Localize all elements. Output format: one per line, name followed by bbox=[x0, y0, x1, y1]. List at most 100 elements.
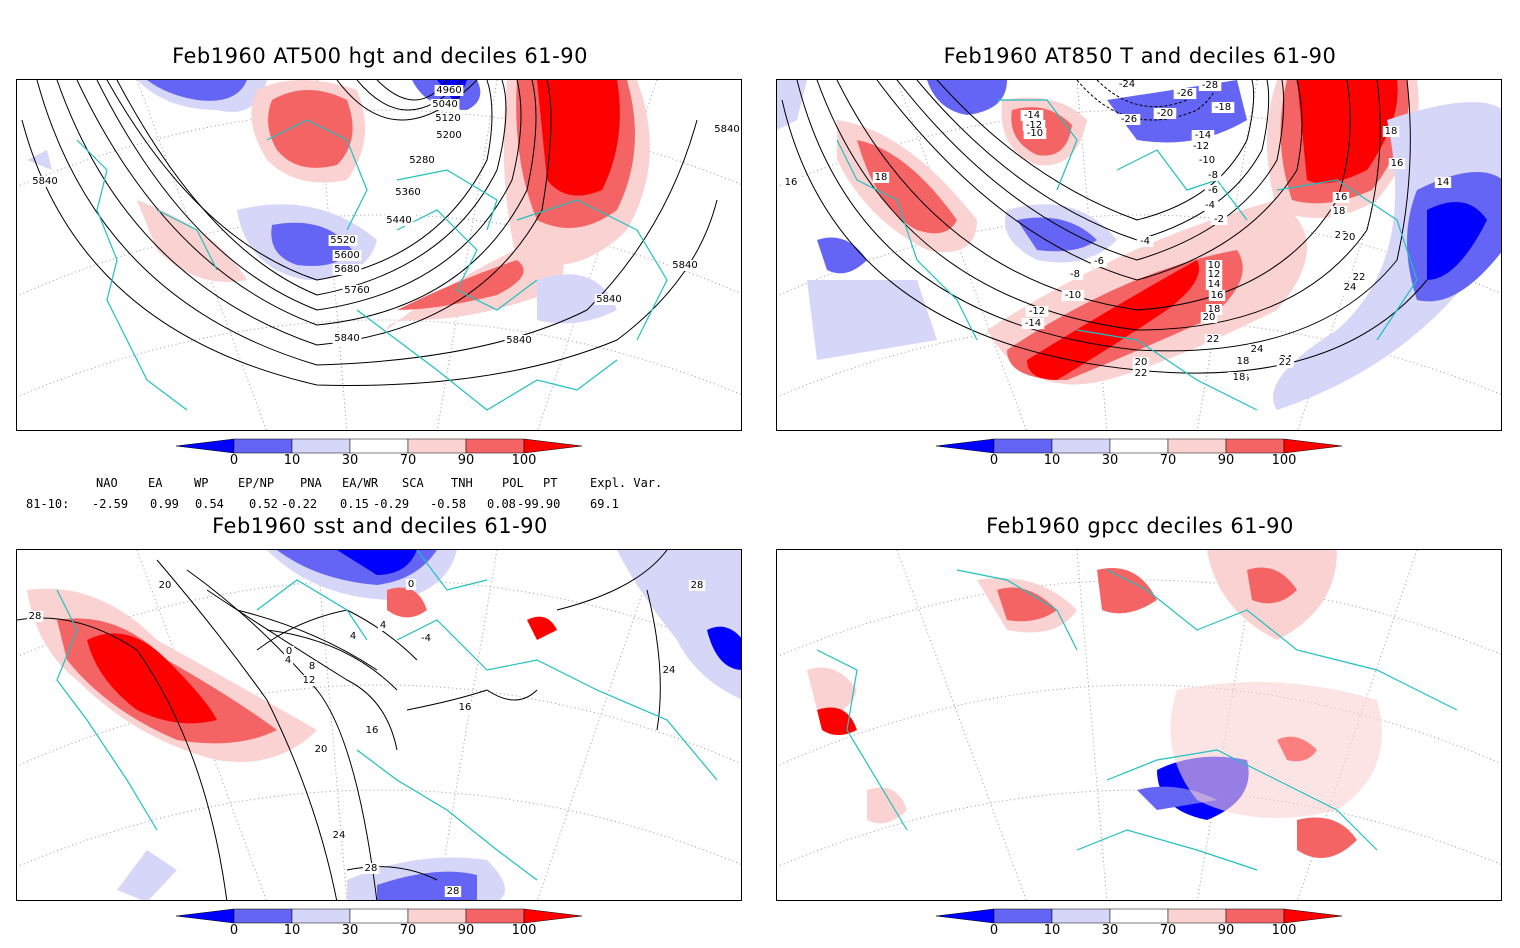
contour-label-bg bbox=[1341, 282, 1359, 293]
contour-label: 22 bbox=[1353, 272, 1366, 283]
contour-label: 5040 bbox=[432, 99, 457, 110]
contour-label-bg bbox=[1022, 120, 1046, 131]
colorbar-tick: 30 bbox=[1101, 453, 1119, 468]
contour-label: 20 bbox=[1203, 312, 1216, 323]
index-value: -0.29 bbox=[373, 497, 410, 511]
contour-label-bg bbox=[456, 702, 474, 713]
contour-label-bg bbox=[1205, 304, 1223, 315]
index-value: 69.1 bbox=[590, 497, 619, 511]
contour-label-bg bbox=[347, 631, 359, 642]
contour-label: -14 bbox=[1195, 130, 1211, 141]
contour-label: -28 bbox=[1202, 80, 1218, 91]
contour-label: -12 bbox=[1026, 120, 1042, 131]
colorbar-tick: 70 bbox=[1159, 453, 1177, 468]
contour-label-bg bbox=[1276, 357, 1294, 368]
contour-label-bg bbox=[782, 177, 800, 188]
panel-3-title: Feb1960 sst and deciles 61-90 bbox=[212, 514, 548, 538]
contour-label: -12 bbox=[1029, 306, 1045, 317]
contour-label: -4 bbox=[421, 633, 431, 644]
index-header: POL bbox=[502, 476, 524, 490]
contour-label-bg bbox=[1020, 110, 1044, 121]
index-header: Expl. Var. bbox=[590, 476, 663, 490]
contour-label-bg bbox=[363, 725, 381, 736]
contour-label: -26 bbox=[1121, 114, 1137, 125]
contour-label: 5440 bbox=[386, 215, 411, 226]
contour-label: 16 bbox=[459, 702, 472, 713]
contour-label-bg bbox=[1204, 170, 1222, 181]
colorbar-tick: 100 bbox=[511, 923, 537, 938]
contour-label: 5680 bbox=[334, 264, 359, 275]
index-header: WP bbox=[194, 476, 209, 490]
contour-label: 5840 bbox=[672, 260, 697, 271]
contour-label: 28 bbox=[29, 611, 42, 622]
contour-label: 16 bbox=[785, 177, 798, 188]
contour-label-bg bbox=[1210, 214, 1228, 225]
contour-label: 0 bbox=[408, 579, 414, 590]
contour-label-bg bbox=[660, 665, 678, 676]
contour-label-bg bbox=[405, 579, 417, 590]
contour-label: -12 bbox=[1193, 141, 1209, 152]
contour-label: 14 bbox=[1437, 177, 1450, 188]
contour-label-bg bbox=[1115, 80, 1139, 90]
contour-label-bg bbox=[393, 187, 423, 198]
contour-label-bg bbox=[283, 646, 295, 657]
contour-label: 5360 bbox=[395, 187, 420, 198]
contour-label-bg bbox=[504, 335, 534, 346]
contour-label: 18 bbox=[1208, 304, 1221, 315]
index-value: -0.58 bbox=[430, 497, 467, 511]
contour-label: -26 bbox=[1177, 88, 1193, 99]
contour-label: -2 bbox=[1214, 214, 1224, 225]
contour-label: 5520 bbox=[330, 235, 355, 246]
colorbar-tick: 70 bbox=[1159, 923, 1177, 938]
contour-label-bg bbox=[312, 744, 330, 755]
contour-label-bg bbox=[670, 260, 700, 271]
index-header: SCA bbox=[402, 476, 424, 490]
contour-label-bg bbox=[434, 85, 464, 96]
contour-label: 20 bbox=[1135, 357, 1148, 368]
colorbar-tick: 100 bbox=[1271, 453, 1297, 468]
index-value: -2.59 bbox=[92, 497, 129, 511]
contour-label: 18 bbox=[1385, 126, 1398, 137]
contour-label-bg bbox=[330, 830, 348, 841]
contour-label: -8 bbox=[1208, 170, 1218, 181]
contour-label-bg bbox=[1230, 372, 1248, 383]
colorbar-tick: 90 bbox=[1217, 923, 1235, 938]
contour-label-bg bbox=[1132, 368, 1150, 379]
contour-label-bg bbox=[1205, 279, 1223, 290]
contour-label-bg bbox=[332, 333, 362, 344]
contour-label: 20 bbox=[1343, 232, 1356, 243]
contour-label: -10 bbox=[1027, 128, 1043, 139]
index-header: PNA bbox=[300, 476, 322, 490]
contour-label-bg bbox=[1132, 357, 1150, 368]
contour-label-bg bbox=[1234, 356, 1252, 367]
contour-label: 24 bbox=[663, 665, 676, 676]
contour-label-bg bbox=[300, 675, 318, 686]
contour-label-bg bbox=[712, 124, 741, 135]
contour-label: 5120 bbox=[435, 113, 460, 124]
index-header: TNH bbox=[451, 476, 473, 490]
contour-label: -14 bbox=[1024, 110, 1040, 121]
contour-label: 18 bbox=[1237, 356, 1250, 367]
contour-label-bg bbox=[328, 235, 358, 246]
contour-label: 20 bbox=[159, 580, 172, 591]
contour-label-bg bbox=[1021, 318, 1045, 329]
index-header: EP/NP bbox=[238, 476, 275, 490]
colorbar-tick: 30 bbox=[1101, 923, 1119, 938]
contour-label-bg bbox=[362, 863, 380, 874]
contour-label: -20 bbox=[1157, 108, 1173, 119]
contour-label: 4 bbox=[380, 620, 386, 631]
contour-label: 0 bbox=[286, 646, 292, 657]
contour-label: 4 bbox=[350, 631, 356, 642]
contour-label: 16 bbox=[1391, 158, 1404, 169]
panel-2-title: Feb1960 AT850 T and deciles 61-90 bbox=[943, 44, 1337, 68]
contour-label: 8 bbox=[309, 661, 315, 672]
contour-label-bg bbox=[433, 113, 463, 124]
colorbar-tick: 100 bbox=[1271, 923, 1297, 938]
contour-label: 5840 bbox=[596, 294, 621, 305]
contour-label-bg bbox=[1201, 200, 1219, 211]
contour-label: 4 bbox=[285, 655, 291, 666]
panel-3-map: 28 20 0 4 8 12 4 0 4 -4 16 16 20 24 28 28 28 24 bbox=[16, 549, 742, 901]
colorbar-panel-3: 0 10 30 70 90 100 bbox=[175, 908, 596, 948]
panel-4-title: Feb1960 gpcc deciles 61-90 bbox=[986, 514, 1294, 538]
contour-label-bg bbox=[1204, 334, 1222, 345]
